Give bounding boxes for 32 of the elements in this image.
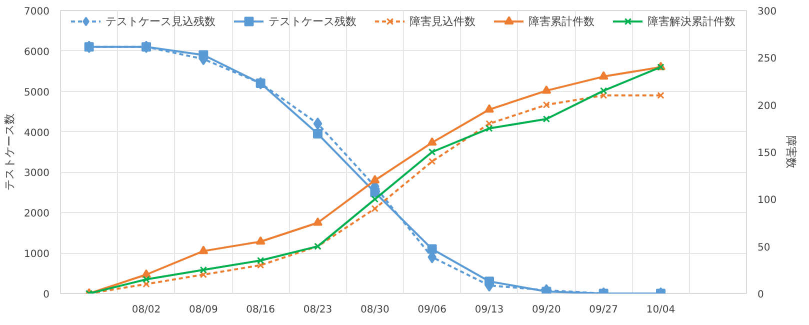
x-tick-label: 09/06 [418, 304, 446, 316]
y2-tick-label: 200 [758, 100, 777, 112]
x-tick-label: 10/04 [646, 304, 676, 316]
x-tick-label: 08/23 [303, 304, 332, 316]
y-tick-label: 0 [43, 290, 50, 300]
y-tick-label: 2000 [24, 208, 50, 220]
y-tick-label: 3000 [24, 168, 50, 180]
x-tick-label: 08/30 [360, 304, 390, 316]
x-tick-label: 08/16 [246, 304, 275, 316]
y2-tick-label: 250 [758, 54, 777, 65]
legend-label: 障害見込件数 [410, 14, 476, 28]
y2-tick-label: 150 [758, 148, 777, 159]
y2-tick-label: 100 [758, 195, 777, 206]
y-tick-label: 7000 [24, 6, 50, 18]
y-tick-label: 1000 [24, 249, 50, 260]
y-tick-label: 5000 [24, 87, 50, 98]
y2-axis-title: 障害数 [784, 136, 798, 168]
y-tick-label: 4000 [24, 128, 50, 139]
x-tick-label: 09/13 [474, 304, 504, 316]
y-tick-label: 6000 [24, 46, 50, 58]
x-tick-label: 08/02 [132, 304, 161, 316]
legend-label: テストケース残数 [268, 14, 356, 28]
legend-label: テストケース見込残数 [106, 14, 216, 28]
legend-label: 障害累計件数 [528, 14, 594, 28]
x-tick-label: 08/09 [189, 304, 218, 316]
y-axis-title: テストケース数 [3, 114, 16, 190]
x-tick-label: 09/20 [532, 304, 561, 316]
legend-label: 障害解決累計件数 [648, 14, 736, 28]
x-tick-label: 09/27 [589, 304, 618, 316]
y2-tick-label: 50 [758, 242, 770, 254]
y2-tick-label: 300 [758, 6, 777, 18]
y2-tick-label: 0 [758, 290, 764, 300]
